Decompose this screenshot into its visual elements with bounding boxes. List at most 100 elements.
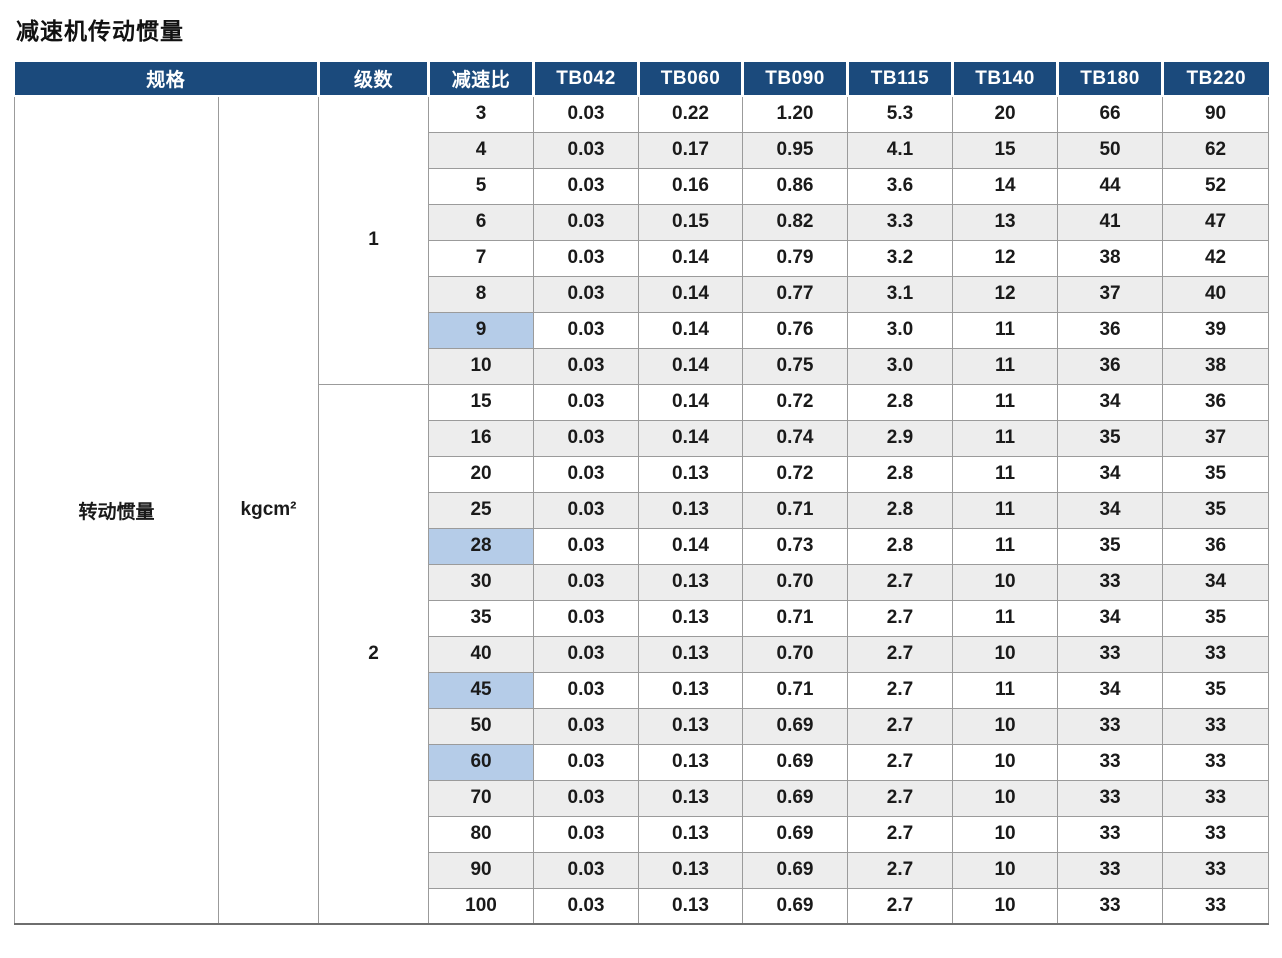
value-cell-tb180: 33 <box>1057 635 1164 673</box>
value-cell-tb180: 44 <box>1057 167 1164 205</box>
value-cell-tb090: 0.72 <box>742 383 849 421</box>
value-cell-tb060: 0.14 <box>638 275 744 313</box>
ratio-cell: 80 <box>428 815 535 853</box>
value-cell-tb090: 1.20 <box>742 95 849 133</box>
ratio-cell: 4 <box>428 131 535 169</box>
value-cell-tb042: 0.03 <box>533 275 640 313</box>
value-cell-tb180: 33 <box>1057 851 1164 889</box>
value-cell-tb220: 35 <box>1162 599 1270 637</box>
unit-cell: kgcm² <box>217 95 320 925</box>
value-cell-tb140: 11 <box>952 455 1059 493</box>
inertia-table: 规格 级数 减速比 TB042 TB060 TB090 TB115 TB140 TB180 TB2… <box>14 62 1270 925</box>
value-cell-tb140: 20 <box>952 95 1059 133</box>
table-row: 转动惯量 kgcm² 1 3 0.03 0.22 1.20 5.3 20 66 90 <box>14 95 1270 925</box>
value-cell-tb042: 0.03 <box>533 203 640 241</box>
value-cell-tb140: 10 <box>952 563 1059 601</box>
value-cell-tb060: 0.22 <box>638 95 744 133</box>
header-stages: 级数 <box>317 62 431 97</box>
value-cell-tb220: 35 <box>1162 491 1270 529</box>
ratio-cell: 60 <box>428 743 535 781</box>
value-cell-tb090: 0.71 <box>742 599 849 637</box>
table-row: 4 0.03 0.17 0.95 4.1 15 50 62 <box>15 131 1270 169</box>
value-cell-tb090: 0.71 <box>742 491 849 529</box>
value-cell-tb220: 33 <box>1162 887 1270 925</box>
value-cell-tb090: 0.82 <box>742 203 849 241</box>
header-model-tb042: TB042 <box>532 62 641 97</box>
value-cell-tb140: 10 <box>952 707 1059 745</box>
value-cell-tb180: 66 <box>1057 95 1164 133</box>
value-cell-tb115: 2.7 <box>847 887 954 925</box>
value-cell-tb115: 3.3 <box>847 203 954 241</box>
value-cell-tb090: 0.76 <box>742 311 849 349</box>
table-row: 90 0.03 0.13 0.69 2.7 10 33 33 <box>15 851 1270 889</box>
value-cell-tb180: 36 <box>1057 347 1164 385</box>
value-cell-tb115: 2.8 <box>847 527 954 565</box>
header-spec: 规格 <box>14 62 321 97</box>
value-cell-tb060: 0.13 <box>638 707 744 745</box>
value-cell-tb042: 0.03 <box>533 887 640 925</box>
value-cell-tb115: 2.7 <box>847 635 954 673</box>
table-row: 100 0.03 0.13 0.69 2.7 10 33 33 <box>15 887 1270 925</box>
value-cell-tb042: 0.03 <box>533 815 640 853</box>
value-cell-tb042: 0.03 <box>533 455 640 493</box>
value-cell-tb220: 35 <box>1162 455 1270 493</box>
value-cell-tb060: 0.17 <box>638 131 744 169</box>
value-cell-tb115: 2.8 <box>847 455 954 493</box>
value-cell-tb090: 0.79 <box>742 239 849 277</box>
value-cell-tb140: 11 <box>952 311 1059 349</box>
value-cell-tb090: 0.69 <box>742 743 849 781</box>
value-cell-tb042: 0.03 <box>533 419 640 457</box>
value-cell-tb042: 0.03 <box>533 599 640 637</box>
table-row: 6 0.03 0.15 0.82 3.3 13 41 47 <box>15 203 1270 241</box>
value-cell-tb220: 33 <box>1162 707 1270 745</box>
value-cell-tb115: 2.7 <box>847 599 954 637</box>
stage-cell: 2 <box>318 383 430 925</box>
value-cell-tb060: 0.14 <box>638 311 744 349</box>
value-cell-tb140: 10 <box>952 815 1059 853</box>
ratio-cell: 8 <box>428 275 535 313</box>
header-model-tb090: TB090 <box>741 62 850 97</box>
ratio-cell: 7 <box>428 239 535 277</box>
value-cell-tb140: 11 <box>952 347 1059 385</box>
value-cell-tb060: 0.13 <box>638 671 744 709</box>
value-cell-tb115: 3.0 <box>847 311 954 349</box>
value-cell-tb115: 2.7 <box>847 779 954 817</box>
value-cell-tb090: 0.74 <box>742 419 849 457</box>
value-cell-tb115: 4.1 <box>847 131 954 169</box>
value-cell-tb220: 33 <box>1162 851 1270 889</box>
value-cell-tb180: 34 <box>1057 491 1164 529</box>
ratio-cell: 6 <box>428 203 535 241</box>
ratio-cell: 45 <box>428 671 535 709</box>
table-row: 10 0.03 0.14 0.75 3.0 11 36 38 <box>15 347 1270 385</box>
value-cell-tb060: 0.13 <box>638 779 744 817</box>
value-cell-tb115: 2.7 <box>847 815 954 853</box>
ratio-cell: 5 <box>428 167 535 205</box>
ratio-cell: 20 <box>428 455 535 493</box>
value-cell-tb220: 34 <box>1162 563 1270 601</box>
ratio-cell: 9 <box>428 311 535 349</box>
value-cell-tb090: 0.70 <box>742 563 849 601</box>
ratio-cell: 3 <box>428 95 535 133</box>
stage-cell: 1 <box>318 95 430 385</box>
value-cell-tb042: 0.03 <box>533 311 640 349</box>
ratio-cell: 28 <box>428 527 535 565</box>
value-cell-tb180: 34 <box>1057 599 1164 637</box>
ratio-cell: 10 <box>428 347 535 385</box>
header-model-tb115: TB115 <box>846 62 955 97</box>
spec-cell: 转动惯量 <box>14 95 219 925</box>
value-cell-tb115: 2.7 <box>847 743 954 781</box>
value-cell-tb140: 14 <box>952 167 1059 205</box>
value-cell-tb180: 35 <box>1057 419 1164 457</box>
table-row: 2 15 0.03 0.14 0.72 2.8 11 34 36 <box>15 383 1270 925</box>
value-cell-tb042: 0.03 <box>533 383 640 421</box>
value-cell-tb180: 33 <box>1057 563 1164 601</box>
value-cell-tb042: 0.03 <box>533 779 640 817</box>
value-cell-tb140: 10 <box>952 743 1059 781</box>
ratio-cell: 40 <box>428 635 535 673</box>
value-cell-tb090: 0.71 <box>742 671 849 709</box>
value-cell-tb140: 15 <box>952 131 1059 169</box>
value-cell-tb060: 0.14 <box>638 239 744 277</box>
value-cell-tb115: 2.8 <box>847 491 954 529</box>
value-cell-tb140: 11 <box>952 491 1059 529</box>
value-cell-tb115: 3.2 <box>847 239 954 277</box>
